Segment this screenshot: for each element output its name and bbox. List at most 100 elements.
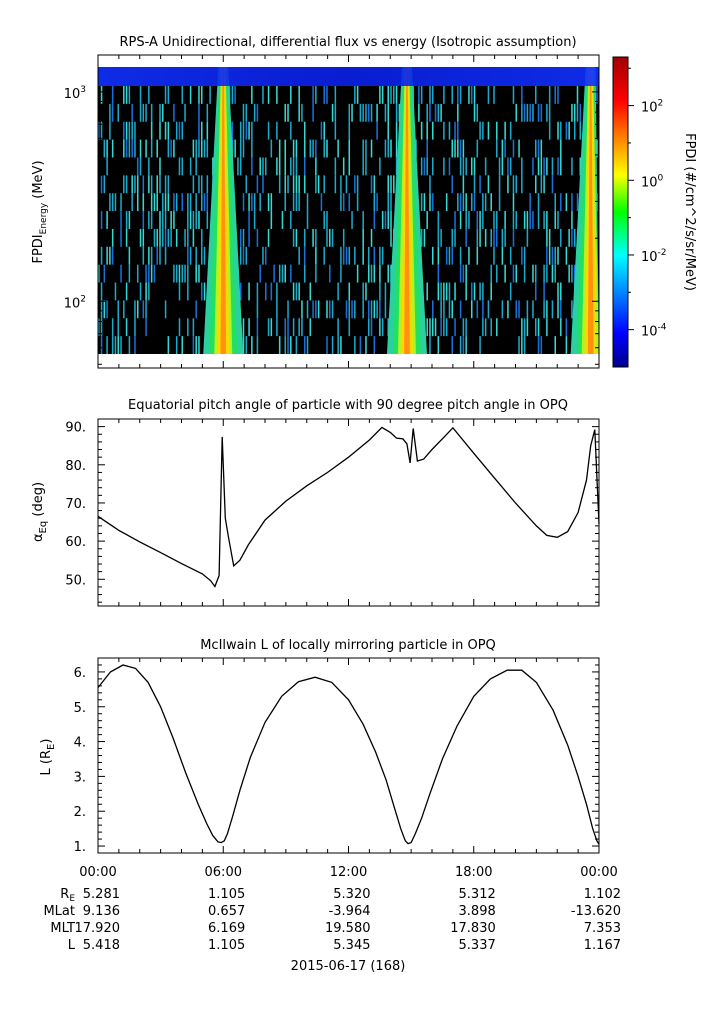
spectrogram-cell [387,318,389,337]
spectrogram-cell [120,264,122,283]
spectrogram-cells [98,86,598,354]
spectrogram-cell [534,139,537,158]
spectrogram-cell [184,103,186,122]
spectrogram-cell [557,211,559,229]
spectrogram-cell [454,228,456,247]
spectrogram-cell [501,228,504,247]
spectrogram-cell [320,121,323,140]
spectrogram-cell [543,157,545,176]
spectrogram-cell [440,300,442,319]
spectrogram-cell [420,157,423,176]
spectrogram-cell [303,264,306,283]
spectrogram-cell [351,211,353,229]
spectrogram-cell [100,246,103,265]
spectrogram-cell [370,300,373,319]
spectrogram-cell [348,300,351,319]
spectrogram-cell [479,282,481,301]
spectrogram-cell [309,318,312,337]
spectrogram-cell [334,86,337,104]
panel3-ylabel-unit: ) [39,739,54,744]
spectrogram-cell [120,228,122,247]
spectrogram-cell [457,121,459,140]
spectrogram-cell [565,246,568,265]
spectrogram-cell [465,282,467,301]
spectrogram-cell [387,193,389,212]
spectrogram-cell [420,193,423,212]
spectrogram-cell [354,336,356,354]
spectrogram-cell [206,211,209,229]
ephemeris-value: 0.657 [208,904,245,919]
spectrogram-cell [381,86,384,104]
panel3-ylabel-main: L (R [39,750,54,775]
spectrogram-cell [189,211,192,229]
spectrogram-cell [426,139,428,158]
spectrogram-cell [164,175,167,194]
spectrogram-cell [134,139,136,158]
colorbar-tick-label: 100 [641,173,664,190]
spectrogram-cell [354,86,356,104]
spectrogram-cell [303,246,306,265]
spectrogram-cell [557,300,559,319]
spectrogram-cell [323,86,325,104]
spectrogram-cell [251,157,253,176]
spectrogram-cell [234,86,236,104]
spectrogram-cell [342,246,345,265]
spectrogram-cell [521,86,523,104]
spectrogram-cell [195,246,197,265]
spectrogram-cell [187,318,189,337]
spectrogram-cell [509,121,512,140]
spectrogram-cell [573,121,576,140]
spectrogram-cell [440,282,442,301]
spectrogram-cell [462,336,465,354]
panel3-y-ticks: 1. 2. 3. 4. 5. 6. [74,657,599,855]
spectrogram-cell [362,139,364,158]
spectrogram-cell [103,139,106,158]
spectrogram-cell [198,121,200,140]
spectrogram-cell [387,86,389,104]
spectrogram-cell [496,264,498,283]
spectrogram-cell [493,246,495,265]
spectrogram-cell [571,193,573,212]
spectrogram-cell [537,211,540,229]
spectrogram-cell [134,300,136,319]
spectrogram-cell [276,157,278,176]
spectrogram-cell [554,336,556,354]
spectrogram-cell [432,300,434,319]
pitch-angle-series-line [97,426,600,588]
spectrogram-cell [181,336,184,354]
spectrogram-cell [248,318,250,337]
spectrogram-cell [134,121,136,140]
spectrogram-cell [167,86,170,104]
spectrogram-cell [245,175,248,194]
spectrogram-cell [512,139,515,158]
spectrogram-cell [276,300,278,319]
spectrogram-cell [459,246,462,265]
spectrogram-cell [429,103,431,122]
spectrogram-cell [100,282,103,301]
spectrogram-cell [476,211,479,229]
spectrogram-cell [596,139,598,158]
spectrogram-cell [256,336,259,354]
spectrogram-cell [451,139,454,158]
spectrogram-cell [348,157,351,176]
spectrogram-cell [167,228,170,247]
spectrogram-cell [537,157,540,176]
spectrogram-cell [106,211,108,229]
spectrogram-cell [287,336,289,354]
spectrogram-cell [554,211,556,229]
spectrogram-cell [390,175,392,194]
spectrogram-cell [323,121,325,140]
spectrogram-cell [507,175,509,194]
spectrogram-cell [348,103,351,122]
spectrogram-cell [178,157,181,176]
spectrogram-cell [100,300,103,319]
spectrogram-cell [248,211,250,229]
spectrogram-cell [164,211,167,229]
spectrogram-cell [473,103,476,122]
spectrogram-cell [437,103,440,122]
spectrogram-cell [546,228,548,247]
spectrogram-cell [459,157,462,176]
spectrogram-cell [473,86,476,104]
spectrogram-cell [473,175,476,194]
spectrogram-cell [534,86,537,104]
